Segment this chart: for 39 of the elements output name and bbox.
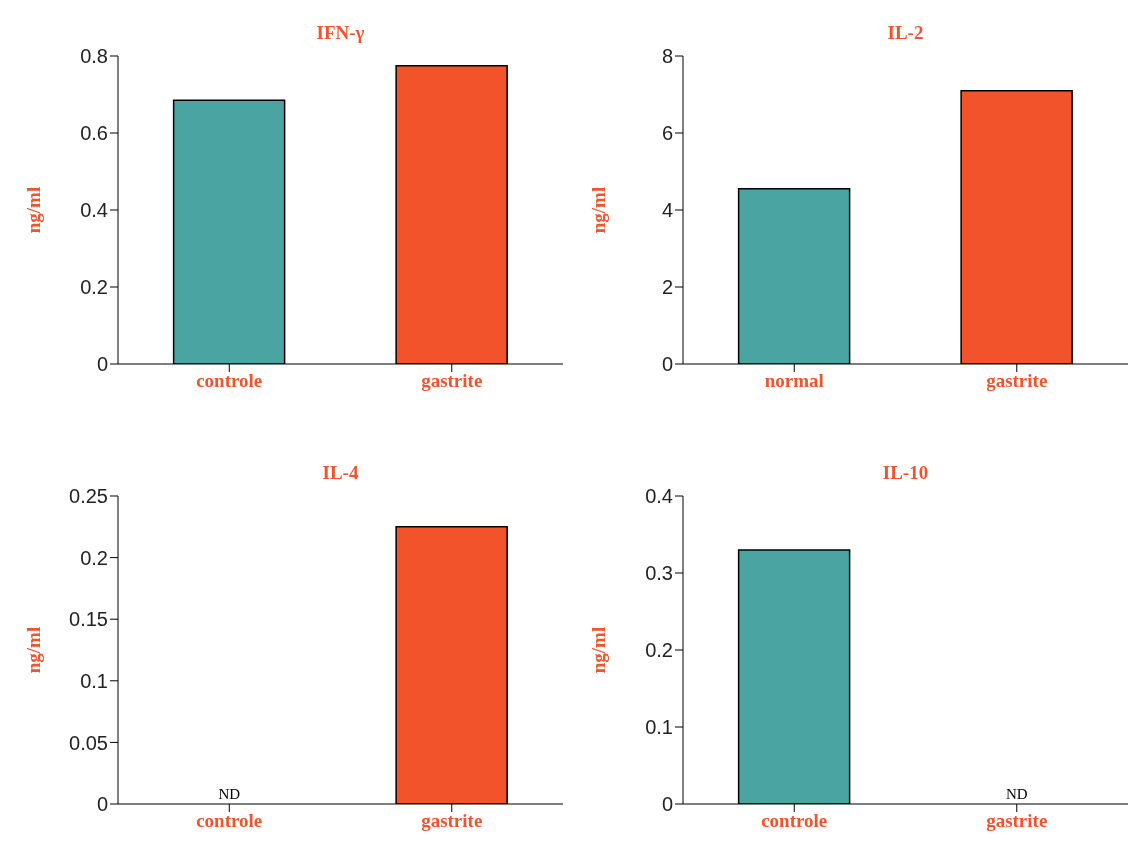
y-axis-title: ng/ml: [587, 626, 609, 674]
y-tick-label: 0.2: [80, 546, 108, 569]
y-tick-label: 0.2: [80, 276, 108, 299]
x-tick-label: gastrite: [421, 370, 483, 392]
y-tick-label: 6: [661, 122, 673, 145]
y-axis-title: ng/ml: [22, 186, 44, 234]
chart-title: IL-4: [321, 461, 360, 484]
y-tick-label: 0.6: [80, 122, 108, 145]
y-tick-label: 2: [661, 276, 673, 299]
x-tick-label: gastrite: [986, 370, 1048, 392]
y-tick-label: 0.2: [645, 639, 673, 662]
annotation: ND: [1005, 786, 1028, 802]
chart-title: IL-10: [881, 461, 930, 484]
y-tick-label: 0.8: [80, 45, 108, 68]
y-tick-label: 0.15: [69, 608, 108, 631]
x-tick-label: normal: [764, 370, 824, 392]
y-tick-label: 0.4: [80, 199, 108, 222]
y-tick-label: 0: [96, 793, 108, 816]
y-tick-label: 0: [661, 793, 673, 816]
y-tick-label: 0.4: [645, 485, 673, 508]
x-tick-label: controle: [761, 810, 828, 832]
y-tick-label: 0: [96, 353, 108, 376]
chart-title: IFN-γ: [315, 21, 366, 44]
y-tick-label: 0: [661, 353, 673, 376]
annotation: ND: [218, 786, 241, 802]
x-tick-label: controle: [196, 810, 263, 832]
y-tick-label: 8: [661, 45, 673, 68]
y-tick-label: 0.05: [69, 731, 108, 754]
y-tick-label: 4: [661, 199, 673, 222]
chart-title: IL-2: [886, 21, 925, 44]
y-tick-label: 0.1: [645, 716, 673, 739]
y-axis-title: ng/ml: [587, 186, 609, 234]
y-tick-label: 0.25: [69, 485, 108, 508]
y-tick-label: 0.3: [645, 562, 673, 585]
y-axis-title: ng/ml: [22, 626, 44, 674]
x-tick-label: controle: [196, 370, 263, 392]
x-tick-label: gastrite: [986, 810, 1048, 832]
y-tick-label: 0.1: [80, 669, 108, 692]
x-tick-label: gastrite: [421, 810, 483, 832]
